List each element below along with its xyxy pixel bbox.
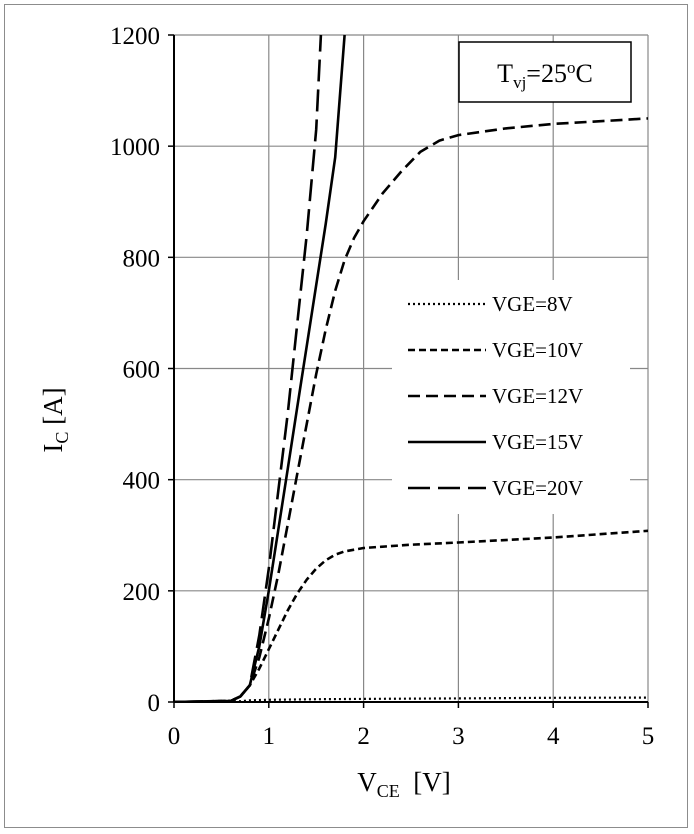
y-tick-label: 1200 — [110, 23, 160, 50]
legend-label: VGE=12V — [492, 384, 583, 408]
axes — [168, 34, 649, 708]
y-tick-label: 0 — [148, 690, 161, 717]
legend-label: VGE=20V — [492, 476, 583, 500]
legend-label: VGE=15V — [492, 430, 583, 454]
series-line-vge-10v — [174, 529, 648, 702]
y-tick-label: 800 — [123, 245, 161, 272]
x-tick-label: 3 — [452, 723, 465, 750]
y-tick-label: 400 — [123, 468, 161, 495]
y-tick-label: 1000 — [110, 134, 160, 161]
series-line-vge-12v — [174, 117, 648, 702]
y-axis-label: IC [A] — [38, 387, 72, 452]
annotation-sub: vj — [513, 73, 526, 92]
x-tick-label: 4 — [547, 723, 560, 750]
x-axis-label-main: V — [357, 767, 377, 797]
series-line-vge-20v — [174, 34, 323, 702]
annotation-main: T — [497, 59, 513, 88]
annotation-sup: o — [567, 58, 576, 77]
legend-label: VGE=8V — [492, 292, 573, 316]
tick-labels: 0 1 2 3 4 5 0 200 400 600 800 1000 1200 — [110, 23, 654, 750]
y-axis-label-main: I — [38, 444, 68, 453]
x-tick-label: 5 — [642, 723, 655, 750]
y-axis-label-sub: C — [52, 432, 72, 444]
annotation-box — [458, 41, 632, 103]
legend-label: VGE=10V — [492, 338, 583, 362]
annotation-unit: C — [575, 59, 592, 88]
x-tick-label: 2 — [357, 723, 370, 750]
legend: VGE=8V VGE=10V VGE=12V VGE=15V VGE=20V — [392, 280, 630, 514]
temperature-annotation: Tvj=25oC — [458, 41, 632, 103]
y-tick-label: 200 — [123, 579, 161, 606]
x-tick-label: 1 — [263, 723, 276, 750]
y-axis-label-unit: [A] — [38, 387, 68, 431]
annotation-eq: =25 — [526, 59, 567, 88]
x-axis-label-sub: CE — [377, 781, 400, 801]
x-axis-label-unit: [V] — [400, 767, 451, 797]
x-axis-label: VCE [V] — [357, 767, 451, 801]
y-tick-label: 600 — [123, 357, 161, 384]
annotation-text: Tvj=25oC — [497, 58, 593, 92]
x-tick-label: 0 — [168, 723, 181, 750]
